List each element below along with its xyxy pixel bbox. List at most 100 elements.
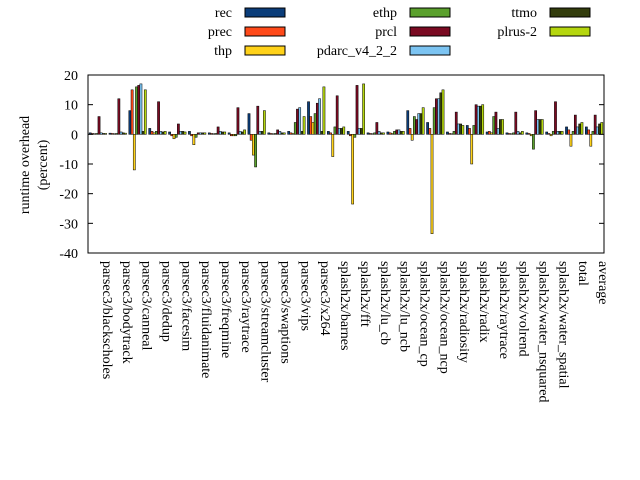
bar-prec [527,133,531,135]
legend-item-rec: rec [215,6,286,21]
bar-ttmo [379,132,383,135]
bar-plrus-2 [302,116,306,135]
bar-plrus-2 [322,86,326,135]
bar-plrus-2 [203,132,207,135]
bar-prcl [137,85,141,135]
bar-prcl [375,122,379,135]
bar-pdarc_v4_2_2 [218,131,222,135]
bar-ethp [413,116,416,135]
bar-ttmo [161,131,165,135]
bar-prcl [435,98,438,135]
bar-pdarc_v4_2_2 [298,107,302,135]
bar-ethp [174,134,178,138]
bar-prec [507,133,511,135]
bar-thp [390,133,394,135]
bar-plrus-2 [243,129,246,135]
x-tick-label: parsec3/raytrace [238,261,253,353]
bar-plrus-2 [540,119,544,135]
bar-ttmo [399,131,403,135]
legend-swatch [244,26,286,37]
bar-group [485,111,504,135]
bar-rec [207,132,211,135]
bar-pdarc_v4_2_2 [357,128,361,135]
bar-prcl [335,95,339,135]
bar-group [565,114,584,147]
bar-thp [589,134,593,147]
bar-plrus-2 [223,131,227,135]
bar-group [168,123,187,140]
bar-group [287,107,306,135]
legend-swatch [409,26,451,37]
x-tick-label: parsec3/vips [297,261,312,331]
bar-ttmo [141,131,145,135]
bar-rec [525,132,529,135]
bar-prec [349,134,352,137]
bar-plrus-2 [104,133,107,135]
bar-pdarc_v4_2_2 [536,119,540,135]
bar-rec [327,131,330,135]
bar-rec [267,132,271,135]
bar-plrus-2 [560,131,564,135]
bar-ttmo [578,123,582,135]
bar-ethp [591,131,595,135]
bar-ttmo [121,132,125,135]
legend-label: rec [215,6,232,21]
bar-plrus-2 [441,89,445,135]
bar-plrus-2 [282,132,286,135]
legend-swatch [244,7,286,18]
x-tick-label: splash2x/lu_cb [377,261,392,345]
bar-rec [148,128,152,135]
bar-prec [110,133,114,135]
bar-rec [426,122,429,135]
bar-ttmo [102,133,105,135]
bar-rec [346,131,350,135]
bar-prcl [355,85,359,135]
bar-prec [309,116,313,135]
x-tick-label: splash2x/radiosity [456,261,471,363]
x-tick-label: splash2x/water_spatial [555,261,570,389]
bar-prcl [395,129,399,135]
bar-prec [388,132,392,135]
bar-thp [470,134,474,165]
bar-plrus-2 [501,119,504,135]
bar-prec [289,132,293,135]
bar-thp [271,133,275,135]
bar-ttmo [419,113,423,135]
bar-pdarc_v4_2_2 [238,131,242,135]
bar-ethp [155,131,158,135]
bar-rec [287,131,291,135]
bar-prcl [177,123,180,135]
bar-prcl [315,102,319,135]
bar-ethp [571,131,575,135]
bar-pdarc_v4_2_2 [417,113,421,135]
bar-thp [113,133,116,135]
x-tick-label: parsec3/blackscholes [99,261,114,379]
bar-prcl [593,114,597,135]
legend-swatch [409,45,451,56]
bar-group [505,111,524,135]
y-axis-label-unit: (percent) [36,139,51,190]
legend-swatch [244,45,286,56]
bar-thp [192,134,196,145]
bar-prcl [256,105,260,135]
x-tick-label: splash2x/water_nsquared [536,261,551,403]
bar-thp [450,133,454,135]
bar-pdarc_v4_2_2 [139,83,143,135]
bar-thp [311,122,315,135]
bar-ttmo [558,131,562,135]
x-tick-label: total [575,261,590,286]
bar-prec [269,133,273,135]
bar-pdarc_v4_2_2 [278,131,282,135]
legend-item-prec: prec [208,25,286,40]
bar-ethp [115,133,119,135]
bar-group [545,101,564,137]
bar-prec [249,134,253,141]
bar-rec [386,131,390,135]
bar-pdarc_v4_2_2 [99,132,103,135]
bar-ttmo [221,131,224,135]
bar-plrus-2 [183,131,187,135]
bar-rec [247,113,251,135]
x-tick-label: average [595,261,610,305]
bar-pdarc_v4_2_2 [119,131,123,135]
bar-group [247,105,266,168]
